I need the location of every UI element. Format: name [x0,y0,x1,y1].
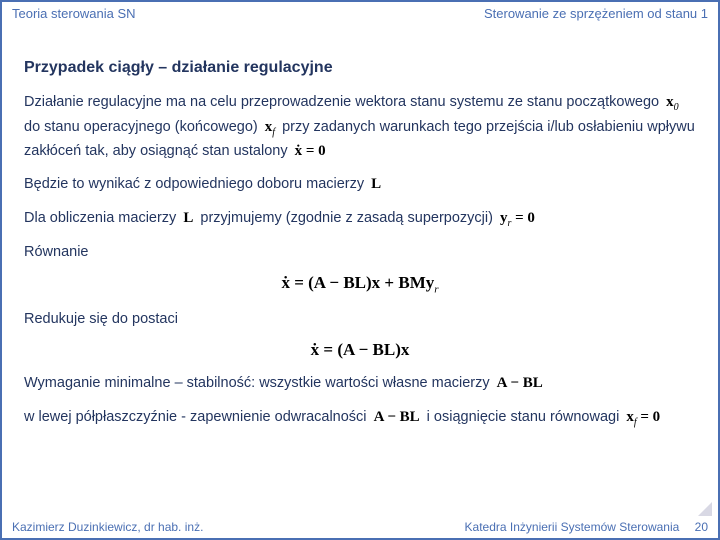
eq-xf: xf [262,119,278,135]
p3b: przyjmujemy (zgodnie z zasadą superpozyc… [200,210,497,226]
p1b: do stanu operacyjnego (końcowego) [24,119,262,135]
label-reduce: Redukuje się do postaci [24,308,696,330]
eq1-sub: r [434,284,438,296]
eq-xf0-tail: = 0 [637,409,661,425]
slide-content: Przypadek ciągły – działanie regulacyjne… [2,23,718,430]
label-equation: Równanie [24,241,696,263]
eq-ABL2-sym: A − BL [374,409,420,425]
eq-x0: x0 [663,94,682,110]
eq-x0-sym: x [666,94,674,110]
eq-ABL: A − BL [494,375,546,391]
header-left: Teoria sterowania SN [12,6,136,21]
equation-1: ẋ = (A − BL)x + BMyr [24,273,696,295]
slide-footer: Kazimierz Duzinkiewicz, dr hab. inż. Kat… [2,520,718,534]
paragraph-4: Wymaganie minimalne – stabilność: wszyst… [24,372,696,395]
slide-header: Teoria sterowania SN Sterowanie ze sprzę… [2,2,718,23]
eq-xdot0: ẋ = 0 [292,143,329,159]
p4a: Wymaganie minimalne – stabilność: wszyst… [24,375,494,391]
paragraph-5: w lewej półpłaszczyźnie - zapewnienie od… [24,406,696,431]
paragraph-2: Będzie to wynikać z odpowiedniego doboru… [24,173,696,196]
eq-xf0-sym: x [626,409,634,425]
footer-right: Katedra Inżynierii Systemów Sterowania [465,520,680,534]
p2a: Będzie to wynikać z odpowiedniego doboru… [24,176,368,192]
slide-frame: Teoria sterowania SN Sterowanie ze sprzę… [0,0,720,540]
eq-xf0: xf = 0 [623,409,663,425]
eq1-main: ẋ = (A − BL)x + BMy [281,273,434,292]
section-title: Przypadek ciągły – działanie regulacyjne [24,59,696,77]
paragraph-3: Dla obliczenia macierzy L przyjmujemy (z… [24,207,696,232]
p5b: i osiągnięcie stanu równowagi [427,409,624,425]
eq2-main: ẋ = (A − BL)x [311,340,410,359]
eq-yr0-tail: = 0 [511,210,535,226]
eq-x0-sub: 0 [674,102,679,113]
page-number: 20 [683,520,708,534]
equation-2: ẋ = (A − BL)x [24,340,696,360]
header-right: Sterowanie ze sprzężeniem od stanu 1 [484,6,708,21]
p1a: Działanie regulacyjne ma na celu przepro… [24,94,663,110]
eq-L: L [368,176,384,192]
p5a: w lewej półpłaszczyźnie - zapewnienie od… [24,409,371,425]
eq-yr0: yr = 0 [497,210,538,226]
eq-ABL-sym: A − BL [497,375,543,391]
eq-ABL2: A − BL [371,409,423,425]
eq-L2: L [180,210,196,226]
page-curl-icon [698,502,712,516]
paragraph-1: Działanie regulacyjne ma na celu przepro… [24,91,696,163]
p3a: Dla obliczenia macierzy [24,210,180,226]
eq-xf-sub: f [272,127,275,138]
footer-left: Kazimierz Duzinkiewicz, dr hab. inż. [12,520,203,534]
